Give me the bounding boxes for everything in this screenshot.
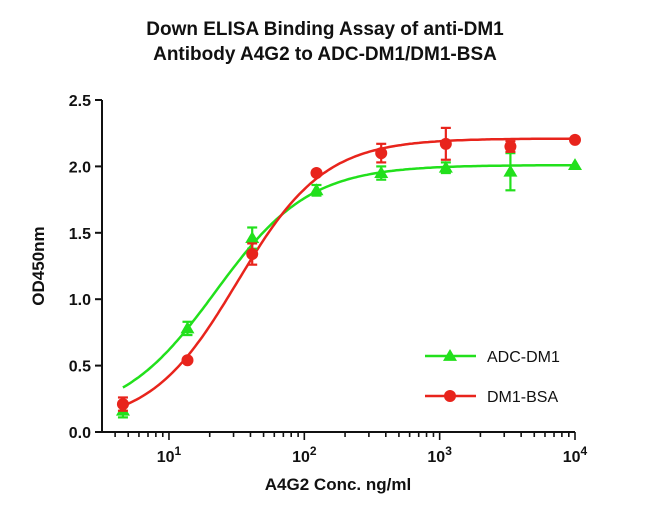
data-point-dm1-bsa [504, 140, 517, 153]
fit-curves [122, 137, 575, 408]
x-tick-label: 101 [157, 444, 182, 466]
data-point-adc-dm1 [245, 231, 260, 244]
data-point-dm1-bsa [569, 133, 581, 146]
data-point-adc-dm1 [438, 160, 453, 173]
legend-marker-adc-dm1 [443, 349, 457, 361]
data-point-adc-dm1 [503, 164, 518, 177]
y-tick-label: 0.0 [69, 425, 91, 442]
data-point-dm1-bsa [310, 167, 323, 180]
x-axis-title: A4G2 Conc. ng/ml [265, 475, 411, 494]
data-points [115, 126, 582, 419]
x-tick-label: 104 [563, 444, 588, 466]
axes: 0.0 0.5 1.0 1.5 2.0 2.5 101 102 103 104 [69, 93, 588, 466]
legend: ADC-DM1 DM1-BSA [425, 349, 560, 406]
fit-curve-dm1-bsa [122, 137, 575, 408]
data-point-adc-dm1 [309, 183, 324, 196]
y-tick-label: 1.0 [69, 292, 91, 309]
x-tick-label: 103 [427, 444, 452, 466]
data-point-dm1-bsa [439, 137, 452, 150]
chart-title-line-2: Antibody A4G2 to ADC-DM1/DM1-BSA [153, 44, 497, 65]
data-point-adc-dm1 [374, 166, 389, 178]
legend-label-adc-dm1: ADC-DM1 [487, 349, 560, 366]
y-tick-label: 0.5 [69, 359, 91, 376]
data-point-dm1-bsa [246, 248, 259, 261]
chart-title-line-1: Down ELISA Binding Assay of anti-DM1 [146, 19, 504, 40]
data-point-dm1-bsa [375, 147, 388, 160]
fit-curve-adc-dm1 [122, 163, 575, 389]
y-tick-label: 1.5 [69, 226, 91, 243]
data-point-dm1-bsa [181, 354, 194, 367]
y-tick-label: 2.5 [69, 93, 91, 110]
data-point-adc-dm1 [568, 158, 582, 170]
legend-marker-dm1-bsa [444, 390, 456, 402]
y-tick-label: 2.0 [69, 159, 91, 176]
legend-label-dm1-bsa: DM1-BSA [487, 389, 558, 406]
y-axis-title: OD450nm [29, 226, 48, 305]
x-tick-label: 102 [292, 444, 317, 466]
data-point-dm1-bsa [116, 398, 129, 411]
data-point-adc-dm1 [180, 321, 195, 334]
